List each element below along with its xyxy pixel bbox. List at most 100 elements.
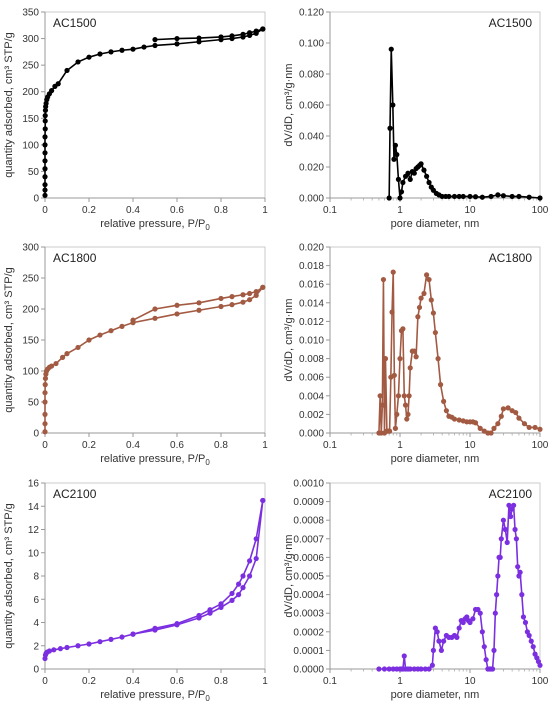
data-point — [428, 297, 434, 303]
data-point — [196, 39, 202, 45]
data-point — [537, 426, 543, 432]
data-point — [207, 607, 213, 613]
y-tick-label: 350 — [22, 8, 39, 19]
panel-title: AC2100 — [489, 487, 533, 501]
y-tick-label: 0 — [33, 665, 39, 676]
data-point — [479, 629, 485, 635]
data-point — [86, 641, 92, 647]
data-point — [537, 662, 543, 668]
data-point — [422, 666, 428, 672]
data-point — [390, 102, 396, 108]
data-point — [240, 292, 246, 298]
y-tick-label: 0.018 — [299, 261, 324, 272]
data-point — [397, 356, 403, 362]
y-tick-label: 300 — [22, 243, 39, 254]
x-tick-label: 1 — [397, 205, 403, 216]
x-tick-label: 100 — [532, 205, 549, 216]
data-point — [392, 425, 399, 431]
x-tick-label: 0.2 — [82, 205, 96, 216]
x-axis-label: relative pressure, P/P0 — [100, 453, 210, 467]
data-point — [174, 311, 180, 317]
data-point — [506, 502, 512, 508]
data-point — [406, 393, 412, 399]
data-point — [240, 573, 246, 579]
data-point — [460, 193, 466, 200]
data-point — [60, 354, 66, 360]
x-axis-label: pore diameter, nm — [391, 218, 480, 230]
data-point — [519, 592, 525, 598]
y-tick-label: 0.0003 — [293, 609, 324, 620]
y-axis-label: quantity adsorbed, cm³ STP/g — [3, 503, 15, 649]
x-tick-label: 0.8 — [214, 440, 228, 451]
x-axis-label: relative pressure, P/P0 — [100, 218, 210, 232]
data-point — [483, 657, 489, 663]
data-point — [411, 666, 417, 672]
data-point — [515, 564, 521, 570]
y-axis-label: quantity adsorbed, cm³ STP/g — [3, 267, 15, 413]
data-point — [379, 402, 385, 408]
y-tick-label: 14 — [28, 502, 40, 513]
data-point — [522, 619, 529, 626]
data-point — [218, 295, 224, 302]
data-point — [236, 592, 242, 598]
data-point — [229, 33, 235, 39]
y-tick-label: 250 — [22, 274, 39, 285]
x-tick-label: 100 — [532, 440, 549, 451]
y-tick-label: 0.0008 — [293, 516, 324, 527]
data-point — [247, 297, 253, 303]
data-point — [46, 648, 53, 654]
data-point — [42, 429, 48, 435]
data-point — [500, 517, 506, 523]
data-point — [502, 526, 508, 533]
x-tick-label: 100 — [532, 676, 549, 687]
y-tick-label: 0.0010 — [293, 479, 324, 490]
data-point — [436, 638, 442, 644]
data-point — [51, 647, 57, 653]
data-point — [97, 51, 103, 57]
data-point — [481, 644, 487, 650]
y-tick-label: 0.002 — [299, 410, 324, 421]
y-tick-label: 0.0006 — [293, 553, 324, 564]
data-point — [416, 304, 423, 311]
data-point — [247, 290, 253, 297]
data-point — [42, 126, 48, 132]
data-point — [386, 666, 392, 672]
data-point — [196, 612, 202, 619]
data-point — [119, 634, 125, 640]
data-point — [380, 276, 387, 283]
data-point — [119, 323, 125, 329]
y-tick-label: 0.006 — [299, 373, 324, 384]
x-tick-label: 0.6 — [170, 676, 184, 687]
data-point — [174, 621, 180, 627]
data-point — [402, 402, 409, 408]
data-point — [488, 430, 494, 436]
data-point — [75, 643, 81, 649]
data-point — [86, 337, 92, 343]
y-tick-label: 2 — [33, 641, 39, 652]
data-point — [253, 292, 259, 298]
data-point — [381, 666, 388, 672]
data-point — [488, 193, 494, 200]
x-tick-label: 0.1 — [323, 205, 337, 216]
data-point — [229, 597, 235, 604]
data-point — [400, 179, 406, 186]
data-point — [42, 107, 49, 113]
data-point — [53, 360, 59, 367]
data-point — [405, 411, 411, 417]
data-point — [398, 189, 405, 195]
x-tick-label: 10 — [464, 440, 476, 451]
data-point — [451, 193, 458, 200]
data-point — [494, 592, 500, 598]
chart-panel-1: 0 0.2 0.4 0.6 0.8 1 0 50 100 150 200 250 300 350 relat… — [3, 8, 268, 233]
y-tick-label: 200 — [22, 305, 39, 316]
data-point — [55, 81, 61, 87]
x-tick-label: 0.1 — [323, 676, 337, 687]
y-tick-label: 0 — [33, 429, 39, 440]
data-point — [521, 421, 528, 427]
data-point — [489, 666, 496, 672]
data-point — [430, 310, 436, 316]
y-tick-label: 0.120 — [299, 8, 324, 19]
data-point — [42, 192, 48, 198]
data-point — [426, 666, 432, 672]
